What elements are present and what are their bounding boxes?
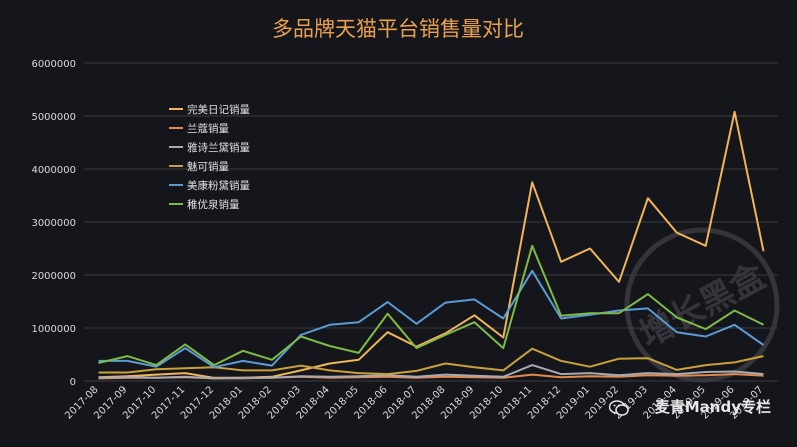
series-line-3	[98, 347, 764, 376]
y-tick-label: 0	[70, 377, 76, 388]
y-tick-label: 4000000	[31, 165, 76, 176]
y-tick-label: 5000000	[31, 112, 76, 123]
chart-title: 多品牌天猫平台销售量对比	[272, 17, 524, 41]
legend-label: 魅可销量	[187, 160, 229, 173]
series-line-2	[98, 364, 764, 380]
series-line-4	[98, 269, 765, 369]
y-tick-label: 1000000	[31, 324, 76, 335]
watermark-text: 麦青Mandy专栏	[654, 398, 771, 416]
legend-label: 兰蔻销量	[187, 122, 229, 135]
legend-label: 稚优泉销量	[187, 198, 240, 211]
stamp-text: 增长黑盒	[633, 256, 773, 356]
wechat-icon	[609, 400, 629, 416]
y-tick-label: 6000000	[31, 59, 76, 70]
series-line-5	[98, 244, 764, 367]
legend-label: 雅诗兰黛销量	[187, 141, 250, 154]
y-tick-label: 3000000	[31, 218, 76, 229]
legend-label: 美康粉黛销量	[187, 179, 250, 192]
series-line-0	[98, 110, 765, 379]
legend-label: 完美日记销量	[187, 103, 250, 116]
y-tick-label: 2000000	[31, 271, 76, 282]
